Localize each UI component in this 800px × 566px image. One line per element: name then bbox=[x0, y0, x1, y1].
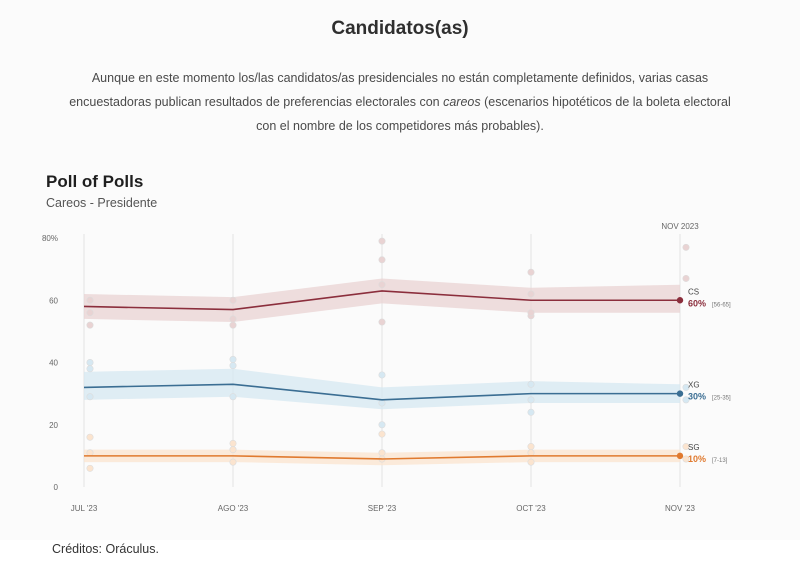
poll-chart: JUL '23 AGO '23 SEP '23 OCT '23 NOV '23 0 20 40… bbox=[42, 222, 731, 513]
poll-point-sg bbox=[229, 439, 237, 447]
series-line-sg bbox=[84, 455, 680, 460]
poll-point-cs bbox=[682, 243, 690, 251]
chart-subtitle: Careos - Presidente bbox=[46, 196, 158, 210]
poll-point-cs bbox=[378, 237, 386, 245]
poll-point-cs bbox=[378, 318, 386, 326]
poll-point-cs bbox=[229, 296, 237, 304]
x-tick-label: OCT '23 bbox=[516, 504, 546, 513]
poll-point-xg bbox=[527, 408, 535, 416]
poll-point-cs bbox=[527, 290, 535, 298]
poll-point-xg bbox=[682, 383, 690, 391]
poll-point-sg bbox=[527, 443, 535, 451]
poll-point-cs bbox=[86, 296, 94, 304]
series-end-point-xg bbox=[676, 390, 684, 397]
y-tick-label: 20 bbox=[49, 421, 58, 430]
poll-point-sg bbox=[86, 464, 94, 472]
poll-point-sg bbox=[229, 458, 237, 466]
series-name-label: CS bbox=[688, 287, 699, 296]
series-value-label: 30% bbox=[688, 392, 706, 402]
series-value-label: 60% bbox=[688, 298, 706, 308]
poll-point-sg bbox=[527, 449, 535, 457]
credits-text: Créditos: Oráculus. bbox=[52, 542, 159, 556]
poll-point-sg bbox=[378, 430, 386, 438]
poll-point-cs bbox=[527, 309, 535, 317]
series-line-cs bbox=[83, 290, 680, 311]
x-tick-label: AGO '23 bbox=[218, 504, 249, 513]
y-tick-label: 40 bbox=[49, 359, 58, 368]
series-name-label: SG bbox=[688, 443, 700, 452]
poll-point-xg bbox=[86, 393, 94, 401]
intro-paragraph: Aunque en este momento los/las candidato… bbox=[60, 66, 740, 138]
series-range-label: [25-35] bbox=[712, 396, 731, 402]
y-tick-label: 80% bbox=[42, 234, 58, 243]
poll-point-xg bbox=[682, 396, 690, 404]
poll-point-cs bbox=[527, 268, 535, 276]
intro-text-start: Aunque en este momento los/las candidato… bbox=[69, 71, 709, 109]
poll-point-cs bbox=[229, 321, 237, 329]
poll-point-cs bbox=[378, 256, 386, 264]
series-value-label: 10% bbox=[688, 454, 706, 464]
poll-point-xg bbox=[86, 365, 94, 373]
poll-point-cs bbox=[86, 309, 94, 317]
poll-point-cs bbox=[378, 281, 386, 289]
poll-point-xg bbox=[229, 362, 237, 370]
poll-point-cs bbox=[86, 321, 94, 329]
poll-point-xg bbox=[378, 399, 386, 407]
poll-point-sg bbox=[378, 449, 386, 457]
poll-point-sg bbox=[527, 458, 535, 466]
x-tick-label: SEP '23 bbox=[368, 504, 397, 513]
series-range-label: [7-13] bbox=[712, 458, 728, 464]
poll-point-sg bbox=[682, 443, 690, 451]
series-end-point-cs bbox=[676, 297, 684, 304]
poll-point-xg bbox=[86, 358, 94, 366]
series-end-point-sg bbox=[676, 452, 684, 460]
poll-point-sg bbox=[682, 455, 690, 463]
poll-point-xg bbox=[378, 421, 386, 429]
y-tick-label: 60 bbox=[49, 296, 58, 305]
poll-point-xg bbox=[229, 355, 237, 363]
poll-point-sg bbox=[86, 449, 94, 457]
series-name-label: XG bbox=[688, 381, 700, 390]
poll-point-xg bbox=[378, 371, 386, 379]
series-range-label: [56-65] bbox=[712, 302, 731, 308]
chart-title: Poll of Polls bbox=[46, 172, 144, 191]
date-label: NOV 2023 bbox=[661, 222, 699, 231]
poll-point-xg bbox=[527, 380, 535, 388]
intro-text-emphasis: careos bbox=[443, 95, 481, 109]
content-card: Candidatos(as) Aunque en este momento lo… bbox=[41, 18, 740, 513]
series-line-xg bbox=[83, 383, 680, 401]
poll-point-sg bbox=[229, 446, 237, 454]
poll-point-xg bbox=[527, 396, 535, 404]
poll-point-xg bbox=[229, 393, 237, 401]
poll-point-sg bbox=[86, 433, 94, 441]
poll-point-cs bbox=[229, 315, 237, 323]
poll-point-cs bbox=[682, 274, 690, 282]
x-tick-label: NOV '23 bbox=[665, 504, 696, 513]
x-tick-label: JUL '23 bbox=[71, 504, 98, 513]
page-title: Candidatos(as) bbox=[331, 18, 469, 39]
y-tick-label: 0 bbox=[54, 483, 59, 492]
intro-text-end: (escenarios hipotéticos de la boleta ele… bbox=[256, 95, 731, 133]
